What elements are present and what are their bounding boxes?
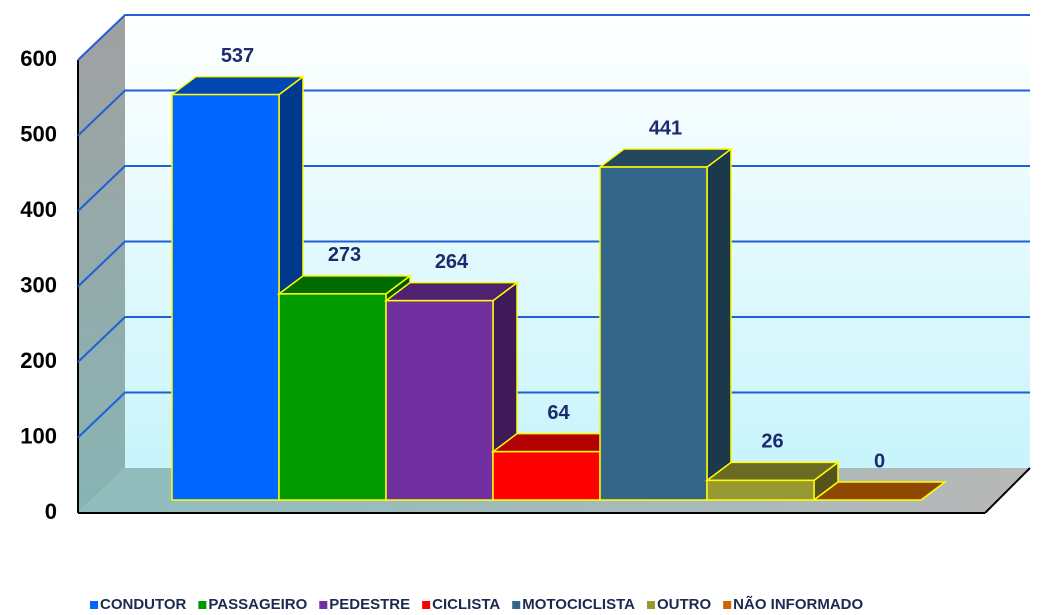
- value-label: 273: [328, 244, 361, 266]
- legend-swatch: [647, 601, 655, 609]
- bar-top: [383, 281, 520, 302]
- legend-swatch: [319, 601, 328, 609]
- bar: [492, 450, 601, 501]
- bar-top: [597, 148, 734, 168]
- y-tick-label: 600: [20, 46, 57, 71]
- legend-label: CICLISTA: [432, 596, 500, 613]
- legend-label: MOTOCICLISTA: [522, 596, 635, 613]
- y-tick-label: 100: [20, 423, 57, 448]
- bar-top: [276, 275, 413, 295]
- legend-swatch: [90, 601, 98, 609]
- legend-label: CONDUTOR: [100, 596, 187, 613]
- y-tick-label: 300: [20, 272, 57, 297]
- value-label: 264: [435, 251, 469, 273]
- bar: [706, 479, 815, 501]
- legend-swatch: [198, 601, 207, 609]
- legend-label: PASSAGEIRO: [208, 596, 307, 613]
- legend-label: OUTRO: [657, 596, 711, 613]
- value-label: 64: [547, 402, 570, 424]
- legend-swatch: [512, 601, 521, 609]
- y-tick-label: 500: [20, 121, 57, 146]
- value-label: 26: [761, 431, 783, 453]
- legend-swatch: [723, 601, 732, 609]
- bar: [171, 93, 280, 501]
- value-label: 0: [874, 450, 885, 472]
- value-label: 537: [221, 45, 254, 67]
- legend-swatch: [422, 601, 431, 609]
- y-tick-label: 400: [20, 197, 57, 222]
- grid-line: [77, 14, 1030, 61]
- y-tick-label: 200: [20, 348, 57, 373]
- bar-side: [706, 147, 732, 502]
- axis: [984, 467, 1031, 514]
- grid-line: [77, 89, 1030, 137]
- value-label: 441: [649, 117, 682, 139]
- bar-top: [704, 461, 841, 482]
- bar-top: [169, 75, 306, 96]
- legend-label: NÃO INFORMADO: [733, 595, 863, 613]
- bar-top: [811, 481, 948, 501]
- y-tick-label: 0: [45, 499, 57, 524]
- bar: [599, 166, 708, 501]
- bar: [278, 293, 387, 501]
- bar: [385, 299, 494, 501]
- legend-label: PEDESTRE: [329, 596, 410, 613]
